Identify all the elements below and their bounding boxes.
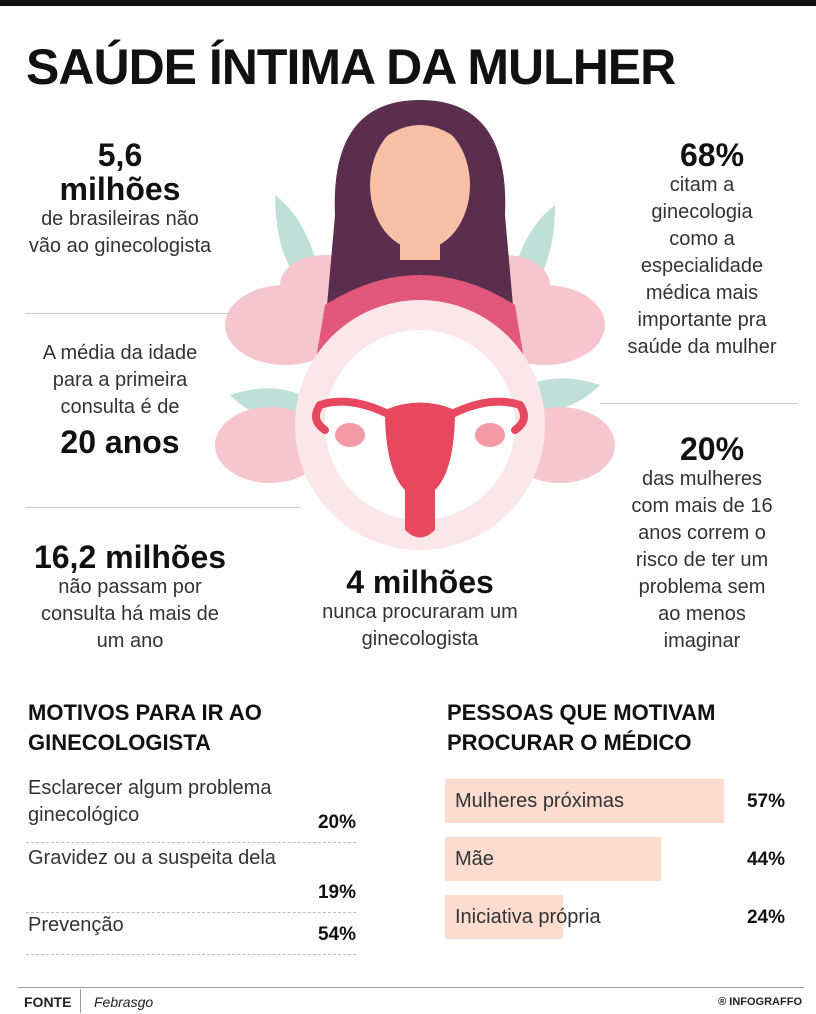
source: Febrasgo — [94, 994, 154, 1010]
stat-unit: milhões — [59, 171, 181, 207]
credit: ® INFOGRAFFO — [718, 996, 802, 1008]
bar-value: 24% — [746, 907, 785, 928]
bar-value: 57% — [746, 791, 785, 812]
bar — [445, 837, 661, 881]
stat-value: 5,6 — [97, 137, 143, 173]
source-label: FONTE — [24, 994, 72, 1010]
stat-value: 4 milhões — [346, 564, 494, 600]
stat-text: nunca procuraram um ginecologista — [322, 601, 518, 650]
stat-value: 68% — [679, 137, 745, 173]
stat-text: não passam por consulta há mais de um an… — [41, 576, 219, 652]
bar-label: Iniciativa própria — [455, 906, 601, 928]
separator — [26, 842, 356, 843]
bar-label: Mãe — [455, 848, 494, 870]
separator — [26, 954, 356, 955]
divider — [80, 989, 81, 1013]
bar — [445, 895, 563, 939]
reason-value: 19% — [317, 882, 356, 903]
stat-value: 20 anos — [60, 424, 180, 460]
reasons-title: MOTIVOS PARA IR AO GINECOLOGISTA — [28, 700, 262, 755]
title: SAÚDE ÍNTIMA DA MULHER — [26, 39, 676, 95]
reason-label: Esclarecer algum problema ginecológico — [28, 777, 272, 826]
stat-text: das mulheres com mais de 16 anos correm … — [631, 468, 773, 652]
bar-label: Mulheres próximas — [455, 790, 624, 812]
illustration — [215, 100, 615, 550]
reason-label: Prevenção — [28, 914, 124, 936]
reason-value: 54% — [317, 924, 356, 945]
top-bar — [0, 0, 816, 6]
stat-value: 20% — [679, 431, 745, 467]
stat-text: A média da idade para a primeira consult… — [42, 342, 198, 418]
bar — [445, 779, 725, 823]
stat-value: 16,2 milhões — [33, 539, 227, 575]
reason-value: 20% — [317, 812, 356, 833]
reason-label: Gravidez ou a suspeita dela — [28, 847, 276, 869]
people-title: PESSOAS QUE MOTIVAM PROCURAR O MÉDICO — [447, 700, 716, 755]
bar-value: 44% — [746, 849, 785, 870]
stat-text: de brasileiras não vão ao ginecologista — [28, 208, 212, 257]
stat-text: citam a ginecologia como a especialidade… — [627, 174, 777, 358]
separator — [26, 912, 356, 913]
